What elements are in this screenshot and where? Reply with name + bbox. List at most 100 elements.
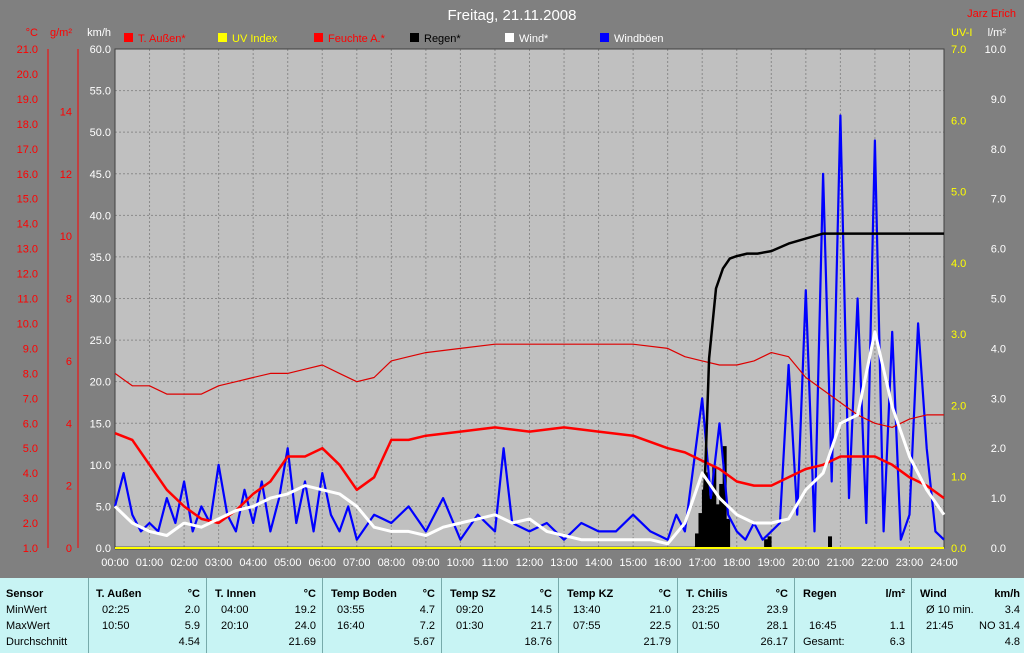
axis-tick-label: 7.0: [951, 44, 966, 56]
axis-tick-label: 8.0: [991, 144, 1006, 156]
stat-sensor-name: Temp Boden: [331, 588, 397, 600]
axis-tick-label: 1.0: [951, 472, 966, 484]
stat-max-value: 5.9: [184, 620, 200, 632]
axis-tick-label: 7.0: [23, 393, 38, 405]
axis-tick-label: 14.0: [17, 219, 38, 231]
axis-tick-label: 45.0: [90, 169, 111, 181]
axis-tick-label: 13.0: [17, 244, 38, 256]
x-tick-label: 13:00: [550, 557, 578, 569]
stat-max-time: 10:50: [102, 620, 130, 632]
axis-tick-label: 5.0: [951, 187, 966, 199]
x-tick-label: 18:00: [723, 557, 751, 569]
axis-tick-label: 19.0: [17, 94, 38, 106]
axis-tick-label: 6: [66, 356, 72, 368]
x-tick-label: 03:00: [205, 557, 233, 569]
rain-rate-bar: [708, 495, 713, 548]
x-tick-label: 16:00: [654, 557, 682, 569]
wind-unit: km/h: [994, 588, 1020, 600]
legend-swatch: [505, 33, 514, 42]
rain-rate-bar: [698, 513, 703, 548]
axis-unit: g/m²: [50, 27, 72, 39]
x-tick-label: 10:00: [447, 557, 475, 569]
stat-max-value: 24.0: [294, 620, 316, 632]
stats-column: Temp Boden °C 03:55 4.7 16:40 7.2 5.67: [323, 578, 442, 653]
axis-unit: l/m²: [988, 27, 1007, 39]
stat-min-value: 4.7: [419, 604, 435, 616]
rain-rate-bar: [726, 518, 731, 548]
series-line-regen: [115, 232, 944, 550]
axis-unit: km/h: [87, 27, 111, 39]
series-layer: [113, 114, 946, 550]
x-tick-label: 19:00: [758, 557, 786, 569]
legend-label: Feuchte A.*: [328, 33, 386, 45]
rain-total-value: 6.3: [889, 636, 905, 648]
axis-tick-label: 55.0: [90, 86, 111, 98]
wind-avg-value: 4.8: [1004, 636, 1020, 648]
axis-tick-label: 3.0: [991, 393, 1006, 405]
rain-max-value: 1.1: [889, 620, 905, 632]
axis-tick-label: 10: [60, 231, 72, 243]
rain-rate-bar: [705, 472, 710, 548]
axis-unit: UV-I: [951, 27, 972, 39]
axis-tick-label: 6.0: [951, 115, 966, 127]
axis-tick-label: 12: [60, 169, 72, 181]
legend: T. Außen* UV Index Feuchte A.* Regen* Wind* W…: [124, 33, 664, 45]
axis-tick-label: 10.0: [985, 44, 1006, 56]
x-tick-label: 22:00: [861, 557, 889, 569]
x-tick-label: 23:00: [896, 557, 924, 569]
axis-tick-label: 35.0: [90, 252, 111, 264]
stat-unit: °C: [303, 588, 316, 600]
stats-column: Temp KZ °C 13:40 21.0 07:55 22.5 21.79: [559, 578, 678, 653]
axis-tick-label: 16.0: [17, 169, 38, 181]
rain-rate-bar: [712, 466, 717, 548]
x-tick-label: 04:00: [239, 557, 267, 569]
legend-label: Wind*: [519, 33, 549, 45]
stat-avg-value: 4.54: [178, 636, 200, 648]
rain-rate-bar: [719, 483, 724, 548]
axis-tick-label: 18.0: [17, 119, 38, 131]
axis-tick-label: 11.0: [17, 294, 38, 306]
axis-tick-label: 2: [66, 481, 72, 493]
chart-title: Freitag, 21.11.2008: [448, 7, 577, 24]
stat-min-value: 19.2: [294, 604, 316, 616]
axis-unit: °C: [26, 27, 38, 39]
legend-swatch: [600, 33, 609, 42]
stat-min-time: 23:25: [692, 604, 720, 616]
stat-sensor-name: Temp KZ: [567, 588, 614, 600]
wind-max-value: NO 31.4: [979, 620, 1020, 632]
stat-max-time: 07:55: [573, 620, 601, 632]
x-tick-label: 12:00: [516, 557, 544, 569]
axis-tick-label: 4.0: [23, 468, 38, 480]
axis-tick-label: 9.0: [991, 94, 1006, 106]
axis-tick-label: 60.0: [90, 44, 111, 56]
stat-sensor-name: T. Außen: [96, 588, 142, 600]
axis-tick-label: 25.0: [90, 335, 111, 347]
axis-tick-label: 15.0: [90, 418, 111, 430]
sensor-label: Sensor: [6, 588, 44, 600]
stat-avg-value: 21.79: [643, 636, 671, 648]
rain-rate-bar: [722, 446, 727, 548]
stat-min-value: 23.9: [766, 604, 788, 616]
x-tick-label: 00:00: [101, 557, 129, 569]
axis-tick-label: 12.0: [17, 269, 38, 281]
axis-tick-label: 20.0: [90, 377, 111, 389]
axis-tick-label: 5.0: [23, 443, 38, 455]
stats-labels-column: Sensor MinWert MaxWert Durchschnitt: [0, 578, 89, 653]
axis-tick-label: 3.0: [23, 493, 38, 505]
stat-max-value: 28.1: [766, 620, 788, 632]
stat-sensor-name: T. Chilis: [686, 588, 728, 600]
x-tick-label: 15:00: [619, 557, 647, 569]
stat-min-value: 2.0: [184, 604, 200, 616]
stats-column: T. Außen °C 02:25 2.0 10:50 5.9 4.54: [88, 578, 207, 653]
x-tick-label: 17:00: [688, 557, 716, 569]
rain-max-time: 16:45: [809, 620, 837, 632]
axis-tick-label: 8: [66, 294, 72, 306]
stats-table: Sensor MinWert MaxWert Durchschnitt T. A…: [0, 578, 1024, 653]
axis-tick-label: 2.0: [23, 518, 38, 530]
axis-tick-label: 4: [66, 418, 72, 430]
stat-max-value: 21.7: [530, 620, 552, 632]
series-line-feuchtea: [114, 343, 944, 428]
stat-sensor-name: Temp SZ: [450, 588, 496, 600]
stat-max-time: 16:40: [337, 620, 365, 632]
axis-tick-label: 4.0: [991, 343, 1006, 355]
